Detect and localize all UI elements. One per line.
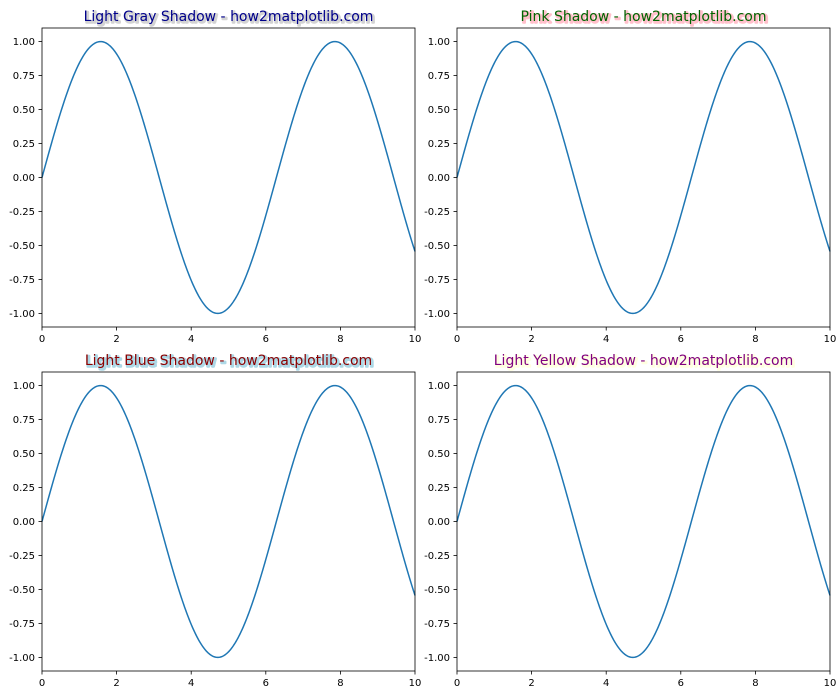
subplot-2: 0 2 4 6 8 10 -1.00 -0.75 -0.50 -0.25 0.00 0.25 0.50 0… [424,9,836,345]
chart-title: Pink Shadow - how2matplotlib.com [521,9,767,25]
y-tick-label: -0.25 [424,207,450,218]
y-tick-label: 0.75 [13,415,35,426]
y-tick-label: -1.00 [9,653,35,664]
x-tick-label: 2 [113,678,119,689]
series-line [41,40,416,315]
y-tick-label: 1.00 [13,37,35,48]
y-tick-label: -0.25 [424,551,450,562]
y-tick-label: -0.25 [9,551,35,562]
x-tick-label: 10 [824,678,837,689]
chart-title: Light Yellow Shadow - how2matplotlib.com [494,353,793,369]
x-tick-label: 8 [752,678,758,689]
y-tick-label: -0.25 [9,207,35,218]
x-tick-label: 2 [113,334,119,345]
x-tick-label: 0 [454,678,460,689]
y-tick-label: 0.00 [13,517,35,528]
x-tick-label: 4 [603,334,609,345]
y-tick-label: 0.25 [428,483,450,494]
y-tick-label: -0.75 [424,619,450,630]
x-tick-label: 4 [188,334,194,345]
series-line [456,384,831,659]
x-tick-label: 6 [263,334,269,345]
chart-title: Light Gray Shadow - how2matplotlib.com [84,9,374,25]
series-line [456,40,831,315]
y-tick-label: -1.00 [424,653,450,664]
y-tick-label: 0.75 [428,71,450,82]
y-tick-label: -0.50 [9,585,35,596]
title-shadow: Pink Shadow - how2matplotlib.com [522,11,768,27]
x-tick-label: 4 [603,678,609,689]
series-line [41,384,416,659]
y-tick-label: 0.75 [13,71,35,82]
title-shadow: Light Gray Shadow - how2matplotlib.com [85,11,375,27]
y-tick-label: 0.50 [428,449,450,460]
axes-frame [41,27,416,328]
y-tick-label: 0.00 [13,173,35,184]
y-tick-label: 1.00 [428,37,450,48]
y-tick-label: 0.25 [428,139,450,150]
y-tick-label: 1.00 [13,381,35,392]
x-tick-label: 8 [752,334,758,345]
y-tick-label: -0.50 [424,585,450,596]
y-tick-label: -0.50 [424,241,450,252]
y-tick-label: -0.75 [9,275,35,286]
x-tick-label: 6 [263,678,269,689]
x-tick-label: 0 [39,334,45,345]
x-tick-label: 2 [528,678,534,689]
axes-frame [456,371,831,672]
title-shadow: Light Blue Shadow - how2matplotlib.com [86,355,373,371]
y-tick-label: 0.25 [13,139,35,150]
y-tick-label: 1.00 [428,381,450,392]
chart-title: Light Blue Shadow - how2matplotlib.com [85,353,372,369]
y-tick-label: -0.50 [9,241,35,252]
axes-frame [41,371,416,672]
y-tick-label: 0.00 [428,173,450,184]
y-tick-label: 0.75 [428,415,450,426]
y-tick-label: 0.50 [13,449,35,460]
x-tick-label: 0 [454,334,460,345]
x-tick-label: 8 [337,334,343,345]
y-tick-label: -0.75 [9,619,35,630]
y-tick-label: 0.00 [428,517,450,528]
subplot-3: 0 2 4 6 8 10 -1.00 -0.75 -0.50 -0.25 0.00 0.25 0.50 0… [9,353,421,689]
x-tick-label: 0 [39,678,45,689]
y-tick-label: 0.50 [13,105,35,116]
x-tick-label: 2 [528,334,534,345]
x-tick-label: 6 [678,678,684,689]
x-tick-label: 10 [409,678,422,689]
title-shadow: Light Yellow Shadow - how2matplotlib.com [495,355,794,371]
axes-frame [456,27,831,328]
x-tick-label: 4 [188,678,194,689]
subplot-1: 0 2 4 6 8 10 -1.00 -0.75 -0.50 -0.25 0.00 0.25 0.50 0… [9,9,421,345]
x-tick-label: 10 [824,334,837,345]
y-tick-label: 0.25 [13,483,35,494]
y-tick-label: -1.00 [424,309,450,320]
subplot-4: 0 2 4 6 8 10 -1.00 -0.75 -0.50 -0.25 0.00 0.25 0.50 0… [424,353,836,689]
x-tick-label: 8 [337,678,343,689]
y-tick-label: 0.50 [428,105,450,116]
y-tick-label: -1.00 [9,309,35,320]
x-tick-label: 10 [409,334,422,345]
x-tick-label: 6 [678,334,684,345]
y-tick-label: -0.75 [424,275,450,286]
